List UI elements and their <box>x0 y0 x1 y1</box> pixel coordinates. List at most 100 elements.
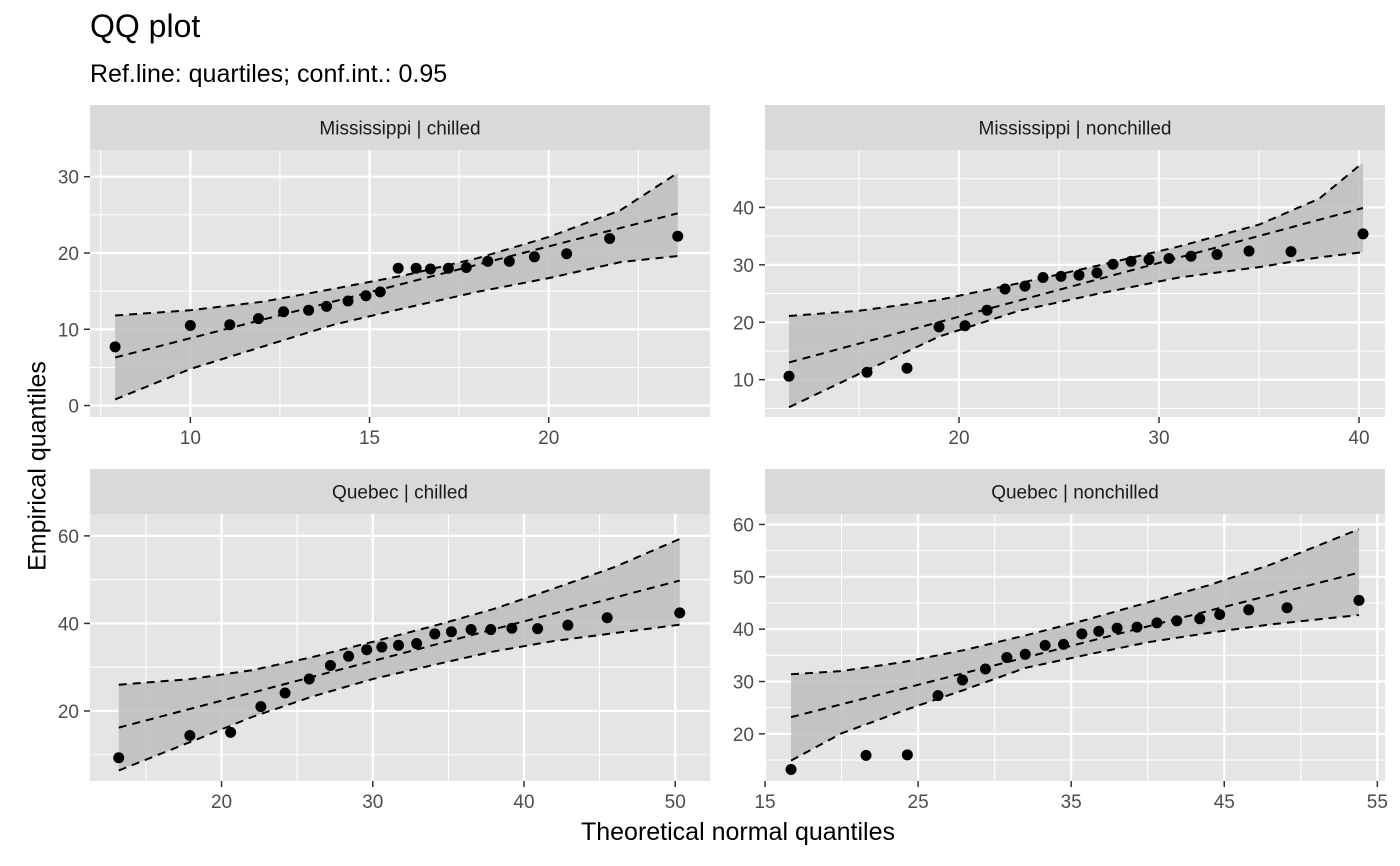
data-point <box>424 263 436 275</box>
data-point <box>1107 258 1119 270</box>
panel-mississippi-nonchilled: Mississippi | nonchilled 20 30 40 10 20 30 40 <box>733 105 1385 449</box>
data-point <box>1357 228 1369 240</box>
data-point <box>562 619 574 631</box>
strip-mississippi-nonchilled <box>765 105 1385 150</box>
strip-mississippi-chilled <box>90 105 710 150</box>
panel-quebec-nonchilled: Quebec | nonchilled 15 25 35 45 55 20 30 40 50 60 <box>733 469 1388 813</box>
data-point <box>1073 269 1085 281</box>
x-tick-label: 20 <box>948 428 969 449</box>
data-point <box>442 262 454 274</box>
data-point <box>506 622 518 634</box>
data-point <box>901 749 913 761</box>
data-point <box>901 362 913 374</box>
strip-label: Mississippi | nonchilled <box>979 119 1172 140</box>
data-point <box>255 701 267 713</box>
data-point <box>959 320 971 332</box>
data-point <box>184 319 196 331</box>
y-tick-label: 20 <box>733 313 754 334</box>
data-point <box>1076 628 1088 640</box>
chart-title: QQ plot <box>90 8 201 44</box>
y-tick-label: 20 <box>58 244 79 265</box>
strip-quebec-nonchilled <box>765 469 1385 514</box>
data-point <box>532 623 544 635</box>
data-point <box>360 290 372 302</box>
data-point <box>279 687 291 699</box>
data-point <box>1353 594 1365 606</box>
data-point <box>1151 617 1163 629</box>
x-tick-label: 40 <box>1348 428 1369 449</box>
data-point <box>278 306 290 318</box>
data-point <box>321 300 333 312</box>
y-tick-label: 60 <box>733 515 754 536</box>
data-point <box>1037 271 1049 283</box>
data-point <box>1171 615 1183 627</box>
data-point <box>604 232 616 244</box>
data-point <box>861 366 873 378</box>
data-point <box>184 729 196 741</box>
data-point <box>860 749 872 761</box>
data-point <box>933 321 945 333</box>
x-tick-label: 20 <box>538 428 559 449</box>
confidence-band-lower-line <box>118 623 680 772</box>
data-point <box>1214 609 1226 621</box>
y-tick-label: 40 <box>733 620 754 641</box>
data-point <box>303 673 315 685</box>
strip-label: Quebec | chilled <box>332 483 468 504</box>
x-tick-label: 20 <box>211 792 232 813</box>
data-point <box>1243 245 1255 257</box>
data-point <box>1285 246 1297 258</box>
data-point <box>674 607 686 619</box>
data-point <box>1111 622 1123 634</box>
x-tick-label: 30 <box>362 792 383 813</box>
data-point <box>783 370 795 382</box>
x-tick-label: 10 <box>180 428 201 449</box>
data-point <box>1281 602 1293 614</box>
data-point <box>392 262 404 274</box>
y-tick-label: 40 <box>733 198 754 219</box>
data-point <box>999 283 1011 295</box>
x-tick-label: 15 <box>754 792 775 813</box>
data-point <box>932 690 944 702</box>
data-point <box>1131 621 1143 633</box>
data-point <box>1243 604 1255 616</box>
data-point <box>252 313 264 325</box>
data-point <box>343 650 355 662</box>
strip-label: Mississippi | chilled <box>319 119 480 140</box>
data-point <box>324 659 336 671</box>
x-axis-label: Theoretical normal quantiles <box>580 818 896 846</box>
confidence-band <box>118 538 680 771</box>
data-point <box>1185 250 1197 262</box>
reference-line <box>788 207 1364 364</box>
data-point <box>672 230 684 242</box>
panel-quebec-chilled: Quebec | chilled 20 30 40 50 20 40 60 <box>58 469 710 813</box>
x-tick-label: 50 <box>665 792 686 813</box>
data-point <box>460 261 472 273</box>
data-point <box>1194 613 1206 625</box>
confidence-band <box>791 529 1359 761</box>
confidence-band-upper-line <box>118 538 681 686</box>
data-point <box>429 628 441 640</box>
confidence-band-lower-line <box>788 251 1364 409</box>
data-point <box>1125 255 1137 267</box>
data-point <box>224 319 236 331</box>
data-point <box>1039 639 1051 651</box>
data-point <box>561 248 573 260</box>
data-point <box>1143 254 1155 266</box>
data-point <box>374 286 386 298</box>
data-point <box>601 612 613 624</box>
data-point <box>465 624 477 636</box>
y-tick-label: 0 <box>68 397 79 418</box>
y-axis-label: Empirical quantiles <box>23 361 52 571</box>
data-point <box>956 674 968 686</box>
confidence-band-upper-line <box>790 528 1360 676</box>
x-tick-label: 30 <box>1148 428 1169 449</box>
y-tick-label: 50 <box>733 568 754 589</box>
y-tick-label: 10 <box>58 320 79 341</box>
data-point <box>376 641 388 653</box>
data-point <box>109 341 121 353</box>
data-point <box>225 726 237 738</box>
y-tick-label: 10 <box>733 371 754 392</box>
data-point <box>1163 253 1175 265</box>
data-point <box>410 262 422 274</box>
